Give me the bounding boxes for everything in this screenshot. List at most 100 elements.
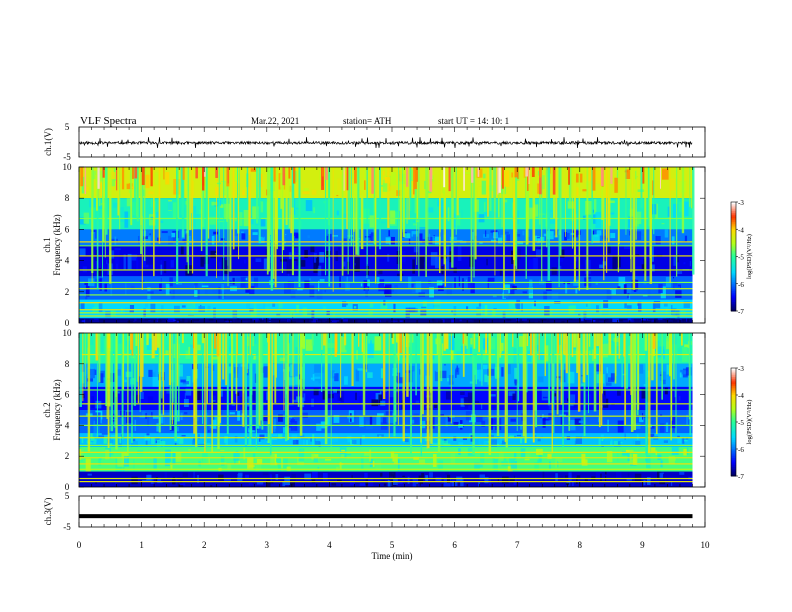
y-tick-label: 0 (65, 482, 70, 492)
sferic-streak (353, 167, 355, 232)
sferic-streak (487, 167, 489, 217)
sferic-streak (408, 167, 412, 212)
sferic-streak (517, 333, 520, 402)
sferic-streak (635, 167, 637, 240)
transmitter-line (79, 294, 693, 296)
sferic-streak (211, 333, 213, 454)
x-tick-label: 5 (390, 540, 395, 550)
sferic-streak (647, 167, 650, 227)
sferic-streak (425, 167, 427, 277)
sferic-streak (473, 333, 476, 375)
sferic-streak (137, 333, 140, 404)
transmitter-line (79, 302, 693, 304)
sferic-streak (382, 333, 386, 400)
sferic-streak (134, 167, 136, 218)
sferic-streak (615, 333, 617, 377)
sferic-streak (475, 333, 477, 385)
sferic-streak (321, 333, 323, 392)
sferic-streak (640, 167, 643, 209)
sferic-streak (402, 167, 404, 223)
sferic-streak (600, 333, 603, 426)
sferic-streak (202, 167, 205, 228)
x-tick-label: 9 (640, 540, 645, 550)
sferic-streak (614, 333, 617, 384)
sferic-streak (450, 333, 452, 424)
sferic-streak (582, 333, 586, 383)
sferic-streak (106, 333, 108, 419)
transmitter-line (79, 288, 693, 290)
sferic-streak (408, 167, 410, 220)
sferic-streak (591, 167, 593, 244)
y-tick-label: 4 (65, 420, 70, 430)
sferic-streak (504, 333, 507, 443)
colorbar-tick-label: -4 (738, 226, 744, 234)
sferic-streak (251, 333, 253, 438)
sferic-streak (288, 167, 290, 229)
y-tick-label: 5 (65, 122, 70, 132)
sferic-streak (218, 333, 220, 427)
sferic-streak (440, 333, 443, 382)
sferic-streak (127, 333, 129, 457)
sferic-streak (205, 333, 207, 449)
sferic-streak (593, 333, 597, 412)
colorbar-tick-label: -3 (738, 365, 744, 373)
sferic-streak (555, 167, 558, 238)
sferic-streak (348, 167, 350, 239)
sferic-streak (271, 333, 273, 434)
sferic-streak (355, 167, 358, 255)
sferic-streak (270, 167, 274, 291)
sferic-streak (230, 333, 234, 404)
channel-label: ch.1 (42, 237, 52, 252)
sferic-streak (532, 167, 536, 251)
sferic-streak (351, 333, 354, 387)
sferic-streak (136, 167, 139, 222)
x-tick-label: 0 (77, 540, 82, 550)
sferic-streak (281, 167, 283, 273)
sferic-streak (553, 333, 555, 434)
sferic-streak (688, 333, 690, 420)
transmitter-line (79, 468, 693, 470)
sferic-streak (559, 167, 562, 256)
sferic-streak (565, 333, 568, 374)
sferic-streak (416, 167, 418, 218)
sferic-streak (568, 333, 571, 431)
sferic-streak (673, 333, 675, 380)
sferic-streak (547, 167, 551, 281)
sferic-streak (402, 167, 405, 238)
sferic-streak (299, 333, 303, 436)
ch1-waveform-panel: 5 -5 ch.1(V) (43, 122, 706, 162)
sferic-streak (496, 333, 500, 436)
y-tick-label: 6 (65, 224, 70, 234)
sferic-streak (562, 333, 564, 448)
sferic-streak (588, 333, 590, 414)
y-tick-label: 2 (65, 287, 70, 297)
colorbar-label: log(PSD)(V²/Hz) (746, 400, 753, 445)
transmitter-line (79, 415, 693, 417)
sferic-streak (625, 167, 627, 235)
sferic-streak (366, 333, 368, 373)
sferic-streak (258, 333, 261, 425)
sferic-streak (226, 167, 228, 222)
y-tick-label: -5 (63, 522, 71, 532)
sferic-streak (195, 333, 198, 447)
sferic-streak (443, 167, 446, 265)
date-label: Mar.22, 2021 (251, 116, 299, 126)
sferic-streak (578, 167, 581, 291)
sferic-streak (426, 333, 428, 449)
sferic-streak (360, 167, 364, 250)
sferic-streak (201, 333, 204, 424)
transmitter-line (79, 444, 693, 447)
sferic-streak (572, 167, 573, 249)
sferic-streak (437, 333, 441, 454)
sferic-streak (456, 167, 459, 216)
transmitter-line (79, 241, 693, 243)
sferic-streak (246, 333, 248, 374)
sferic-streak (242, 333, 245, 427)
sferic-streak (601, 167, 604, 220)
sferic-streak (232, 167, 235, 250)
sferic-streak (325, 167, 327, 276)
sferic-streak (399, 167, 402, 282)
sferic-streak (168, 333, 172, 386)
sferic-streak (161, 333, 163, 399)
sferic-streak (141, 333, 144, 377)
